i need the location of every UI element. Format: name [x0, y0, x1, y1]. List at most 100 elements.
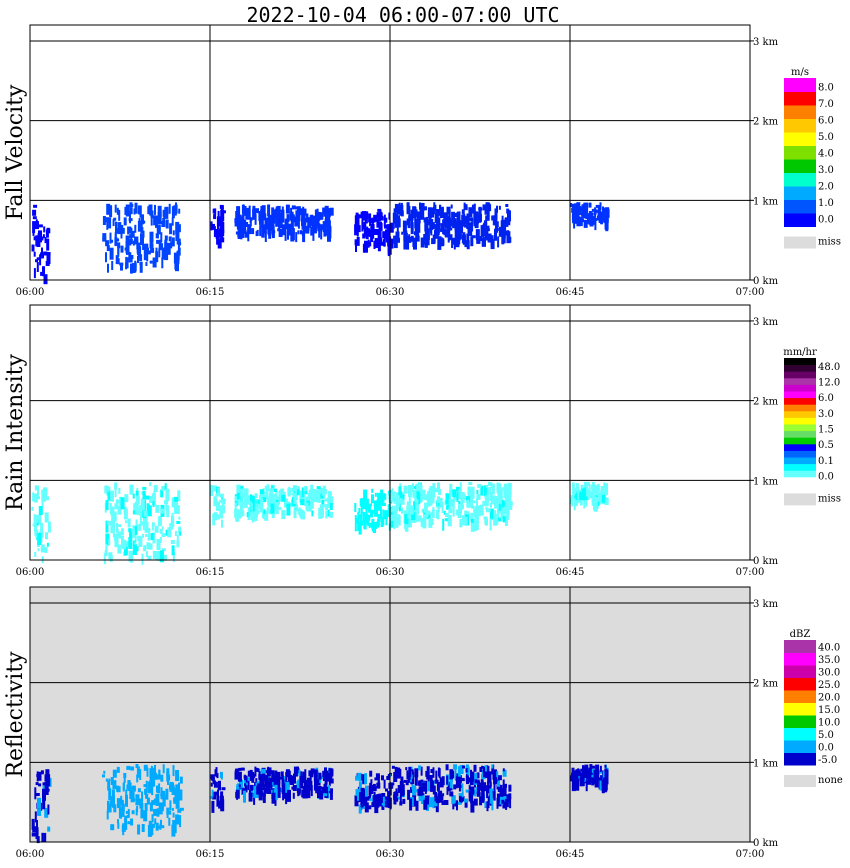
echo-pixel: [173, 797, 177, 803]
echo-pixel: [38, 230, 42, 243]
echo-pixel: [420, 210, 425, 220]
colorbar-swatch: [784, 364, 816, 372]
echo-pixel: [360, 787, 365, 799]
echo-pixel: [501, 799, 505, 804]
colorbar-unit: m/s: [791, 67, 809, 78]
echo-pixel: [390, 510, 395, 521]
echo-pixel: [175, 770, 180, 781]
echo-pixel: [429, 486, 434, 491]
y-tick-label: 3 km: [753, 37, 779, 48]
echo-pixel: [108, 778, 111, 782]
echo-pixel: [480, 485, 484, 496]
echo-pixel: [244, 785, 247, 793]
echo-pixel: [358, 508, 361, 513]
echo-pixel: [466, 213, 470, 219]
echo-pixel: [394, 509, 398, 520]
echo-pixel: [359, 797, 362, 801]
echo-pixel: [367, 795, 371, 799]
echo-pixel: [35, 827, 39, 839]
echo-pixel: [493, 782, 496, 791]
echo-pixel: [431, 518, 434, 525]
echo-pixel: [399, 801, 403, 806]
echo-cluster: [103, 482, 182, 565]
echo-pixel: [327, 509, 330, 517]
echo-pixel: [175, 221, 180, 234]
echo-pixel: [108, 804, 111, 811]
echo-pixel: [286, 770, 289, 774]
echo-pixel: [451, 211, 456, 222]
echo-pixel: [157, 550, 162, 561]
echo-pixel: [583, 496, 586, 509]
echo-pixel: [161, 257, 164, 269]
echo-pixel: [38, 224, 43, 228]
colorbar-swatch: [784, 476, 816, 484]
echo-pixel: [368, 785, 372, 796]
echo-pixel: [578, 217, 583, 227]
echo-pixel: [311, 493, 316, 501]
echo-pixel: [144, 524, 149, 533]
colorbar-label: 30.0: [818, 667, 840, 678]
echo-pixel: [310, 484, 314, 494]
echo-pixel: [137, 256, 139, 263]
echo-pixel: [117, 822, 120, 829]
echo-pixel: [496, 784, 501, 790]
echo-pixel: [585, 780, 588, 792]
echo-pixel: [171, 502, 174, 508]
echo-pixel: [234, 502, 237, 514]
echo-pixel: [139, 505, 142, 516]
echo-pixel: [575, 778, 580, 791]
echo-pixel: [454, 222, 459, 231]
echo-pixel: [466, 499, 470, 508]
echo-pixel: [465, 775, 468, 782]
y-tick-label: 0 km: [753, 838, 779, 849]
echo-pixel: [392, 212, 397, 224]
echo-pixel: [242, 212, 245, 222]
echo-pixel: [426, 514, 431, 520]
echo-pixel: [418, 780, 423, 787]
echo-pixel: [416, 224, 420, 229]
echo-pixel: [601, 218, 606, 223]
echo-pixel: [275, 220, 280, 227]
echo-pixel: [271, 492, 274, 502]
echo-pixel: [240, 493, 243, 506]
echo-pixel: [584, 203, 588, 210]
echo-pixel: [505, 496, 509, 508]
echo-pixel: [604, 497, 609, 503]
echo-pixel: [221, 229, 224, 242]
echo-pixel: [599, 770, 603, 774]
colorbar-label: 1.0: [818, 198, 834, 209]
echo-pixel: [505, 506, 510, 512]
echo-pixel: [328, 772, 332, 782]
echo-pixel: [178, 224, 181, 233]
echo-pixel: [497, 776, 500, 787]
echo-pixel: [212, 223, 215, 230]
echo-pixel: [487, 233, 492, 243]
echo-pixel: [123, 543, 128, 556]
echo-pixel: [288, 777, 290, 785]
echo-pixel: [310, 768, 315, 774]
echo-pixel: [419, 202, 421, 210]
echo-pixel: [311, 772, 314, 778]
echo-pixel: [304, 785, 309, 798]
echo-pixel: [303, 774, 306, 784]
echo-pixel: [509, 797, 512, 809]
echo-pixel: [368, 522, 373, 528]
echo-pixel: [36, 836, 40, 844]
echo-pixel: [464, 224, 469, 228]
echo-pixel: [168, 817, 171, 826]
echo-pixel: [157, 205, 162, 218]
echo-pixel: [432, 234, 436, 244]
echo-pixel: [283, 498, 288, 508]
echo-pixel: [482, 204, 486, 211]
echo-pixel: [323, 793, 328, 797]
echo-pixel: [357, 788, 359, 801]
echo-pixel: [243, 206, 246, 215]
x-tick-label: 06:00: [16, 287, 45, 298]
echo-pixel: [465, 789, 470, 793]
echo-pixel: [415, 235, 420, 242]
echo-pixel: [423, 206, 427, 211]
echo-pixel: [372, 510, 376, 514]
echo-pixel: [477, 505, 481, 517]
echo-pixel: [170, 241, 173, 249]
echo-pixel: [110, 777, 114, 785]
